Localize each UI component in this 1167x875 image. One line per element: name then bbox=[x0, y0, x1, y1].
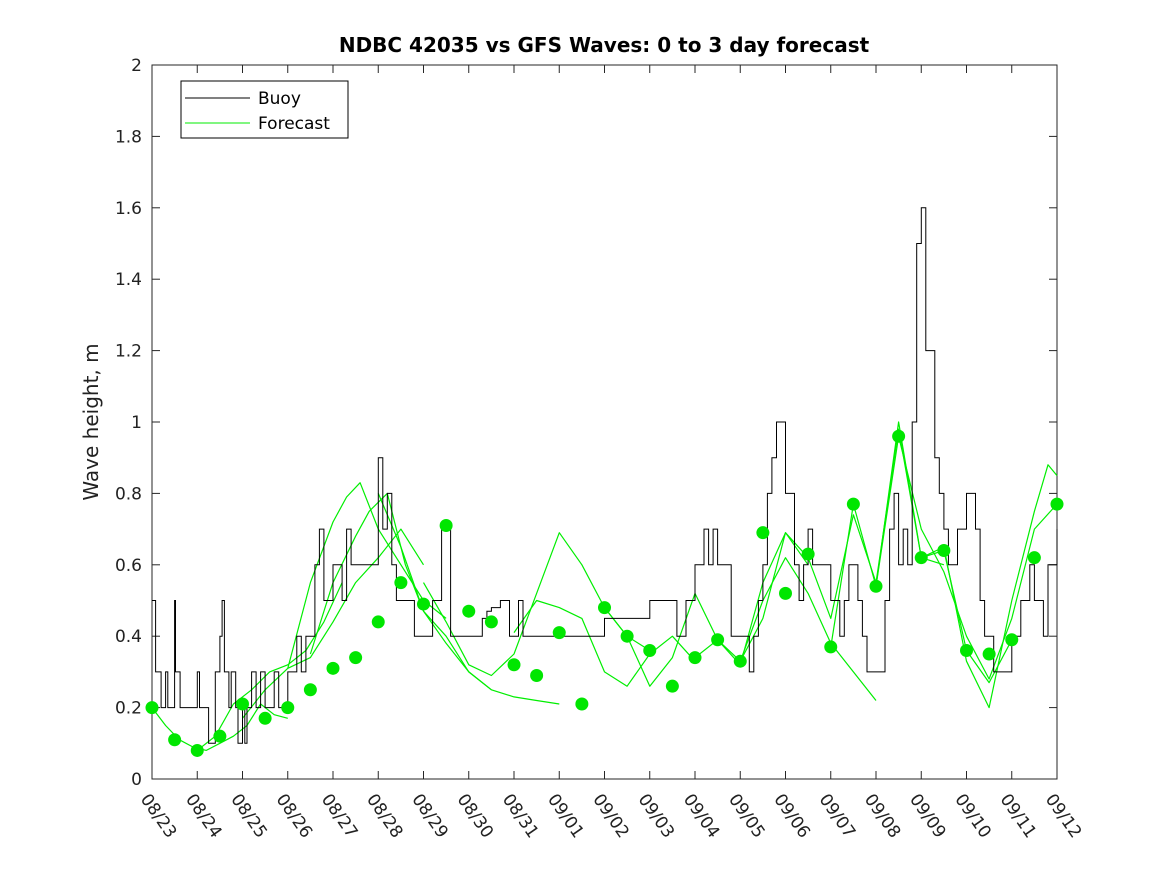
forecast-marker bbox=[1050, 497, 1064, 511]
forecast-marker bbox=[417, 597, 430, 611]
forecast-marker bbox=[484, 615, 498, 629]
y-tick-label: 0.4 bbox=[115, 627, 142, 647]
legend-forecast-label: Forecast bbox=[258, 114, 330, 134]
forecast-marker bbox=[439, 519, 453, 533]
forecast-marker bbox=[145, 701, 159, 715]
forecast-marker bbox=[620, 629, 634, 643]
forecast-marker bbox=[281, 701, 295, 715]
chart-title: NDBC 42035 vs GFS Waves: 0 to 3 day fore… bbox=[339, 33, 870, 57]
forecast-marker bbox=[914, 551, 928, 565]
forecast-marker bbox=[733, 654, 747, 668]
forecast-series-line bbox=[309, 492, 492, 691]
buoy-series-line bbox=[152, 207, 1058, 744]
forecast-marker bbox=[394, 576, 408, 590]
forecast-marker bbox=[236, 697, 249, 711]
forecast-marker bbox=[643, 643, 657, 657]
y-tick-label: 1.8 bbox=[115, 127, 142, 147]
forecast-marker bbox=[665, 679, 679, 693]
forecast-series-line bbox=[921, 464, 1058, 709]
forecast-marker bbox=[960, 643, 973, 657]
forecast-marker bbox=[937, 544, 951, 558]
forecast-series-line bbox=[875, 435, 1058, 680]
forecast-series-line bbox=[242, 528, 425, 719]
forecast-marker bbox=[824, 640, 838, 654]
forecast-marker bbox=[688, 651, 702, 665]
y-tick-label: 2 bbox=[131, 56, 142, 76]
forecast-series-line bbox=[377, 493, 560, 705]
y-tick-label: 1.4 bbox=[115, 270, 142, 290]
forecast-marker bbox=[190, 743, 204, 757]
forecast-marker bbox=[507, 658, 521, 672]
forecast-series-line bbox=[694, 557, 877, 701]
y-tick-label: 1.6 bbox=[115, 199, 142, 219]
forecast-series-line bbox=[513, 599, 696, 687]
y-tick-label: 0.2 bbox=[115, 699, 142, 719]
forecast-marker bbox=[892, 429, 906, 443]
legend-box bbox=[180, 80, 349, 139]
forecast-marker bbox=[1027, 551, 1041, 565]
forecast-marker bbox=[801, 547, 815, 561]
y-tick-label: 0.6 bbox=[115, 556, 142, 576]
axes-box bbox=[151, 64, 1058, 780]
forecast-marker bbox=[575, 697, 589, 711]
forecast-marker bbox=[552, 626, 566, 640]
legend-buoy-label: Buoy bbox=[258, 89, 301, 109]
forecast-marker bbox=[462, 604, 476, 618]
forecast-marker bbox=[303, 683, 317, 697]
y-tick-label: 0 bbox=[131, 770, 142, 790]
forecast-marker bbox=[756, 526, 770, 540]
forecast-marker bbox=[869, 579, 883, 593]
forecast-marker bbox=[371, 615, 385, 629]
legend: Buoy Forecast bbox=[180, 80, 349, 139]
forecast-series-line bbox=[604, 532, 809, 687]
forecast-marker bbox=[711, 633, 725, 647]
forecast-marker bbox=[779, 586, 792, 600]
forecast-marker bbox=[598, 601, 611, 615]
y-tick-label: 1 bbox=[131, 413, 142, 433]
forecast-marker bbox=[1005, 633, 1019, 647]
y-axis-label: Wave height, m bbox=[79, 343, 103, 500]
forecast-marker bbox=[258, 711, 272, 725]
y-tick-label: 0.8 bbox=[115, 484, 142, 504]
y-tick-label: 1.2 bbox=[115, 342, 142, 362]
forecast-marker bbox=[168, 733, 182, 747]
forecast-marker bbox=[982, 647, 996, 661]
forecast-marker bbox=[326, 661, 340, 675]
forecast-marker bbox=[530, 668, 544, 682]
forecast-marker bbox=[349, 651, 363, 665]
forecast-marker bbox=[213, 729, 227, 743]
forecast-marker bbox=[846, 497, 860, 511]
